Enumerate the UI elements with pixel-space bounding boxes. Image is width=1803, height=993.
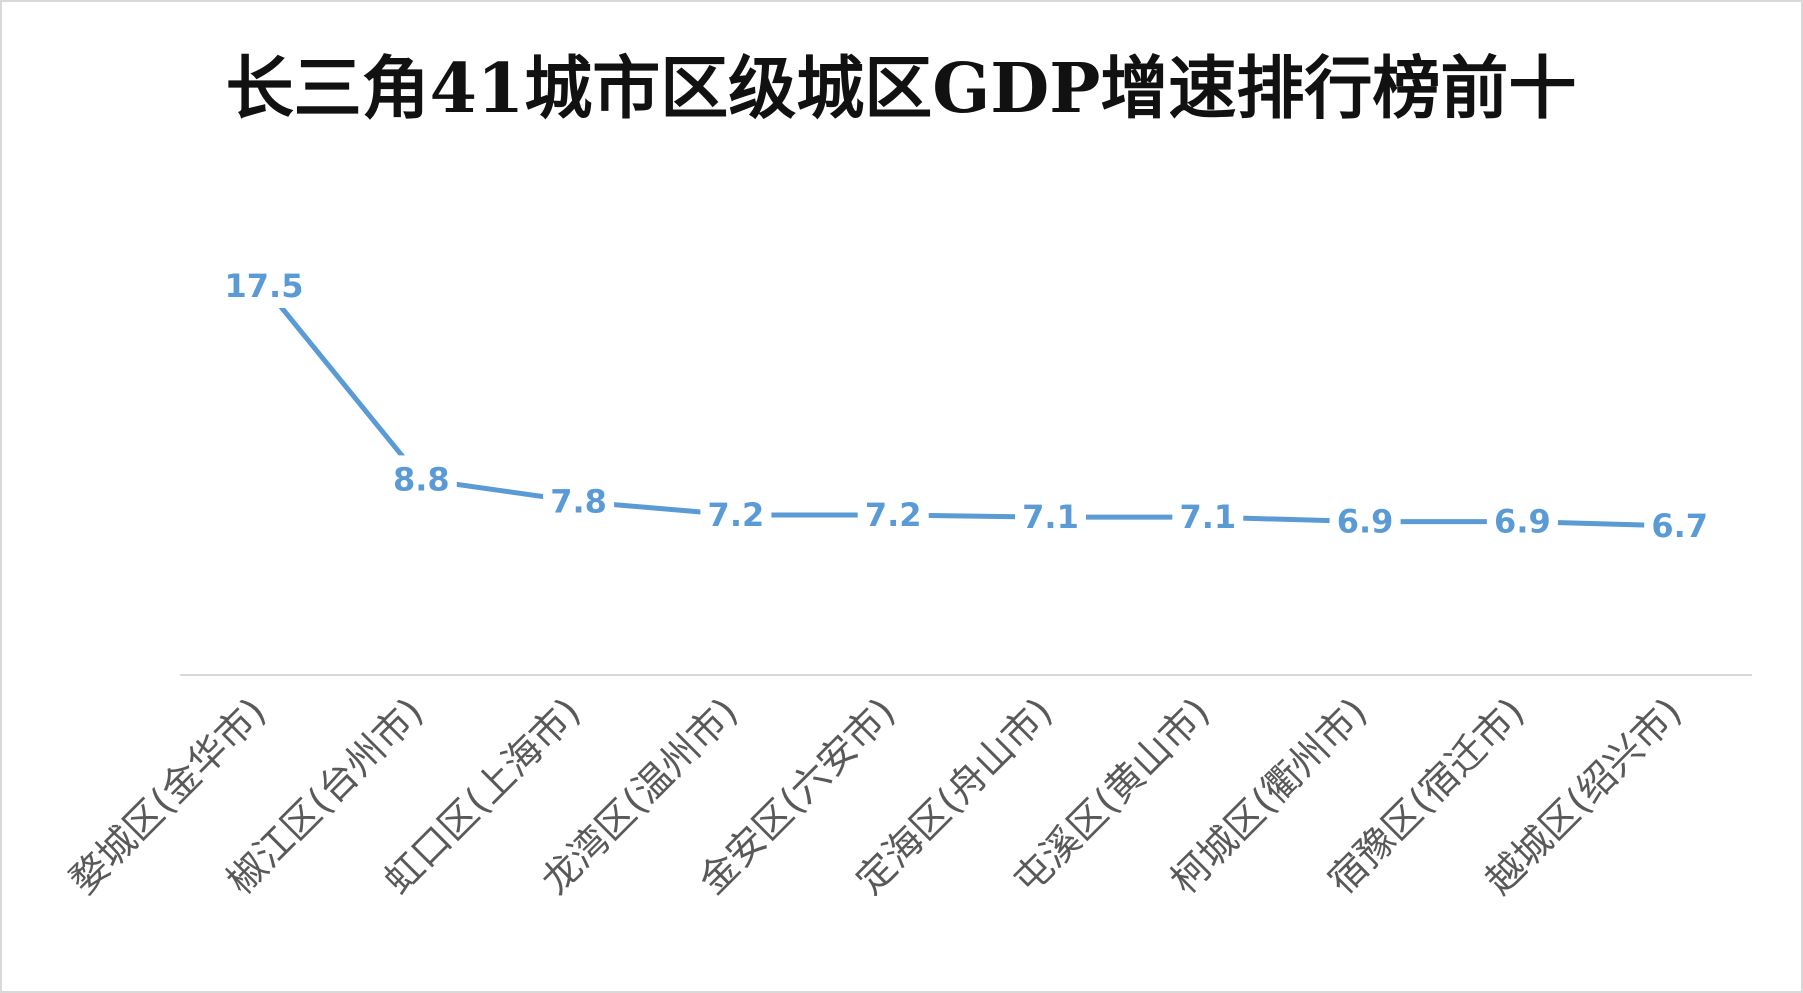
- data-label: 7.1: [1022, 498, 1079, 536]
- data-label: 17.5: [225, 267, 304, 305]
- series-layer: [261, 283, 1683, 529]
- data-label-layer: 17.5 8.8 7.8 7.2 7.2 7.1 7.1 6.9 6.9 6.7: [225, 267, 1709, 545]
- data-label: 6.9: [1494, 503, 1551, 541]
- data-label: 7.1: [1179, 498, 1236, 536]
- data-label: 6.9: [1337, 503, 1394, 541]
- series-line: [261, 283, 1683, 529]
- data-label: 8.8: [393, 460, 450, 498]
- data-label: 6.7: [1651, 507, 1708, 545]
- data-label: 7.2: [865, 496, 922, 534]
- data-label: 7.8: [550, 483, 607, 521]
- x-tick-label-layer: 婺城区(金华市)椒江区(台州市)虹口区(上海市)龙湾区(温州市)金安区(六安市)…: [61, 689, 1690, 902]
- data-label: 7.2: [708, 496, 765, 534]
- chart-title: 长三角41城市区级城区GDP增速排行榜前十: [226, 49, 1577, 129]
